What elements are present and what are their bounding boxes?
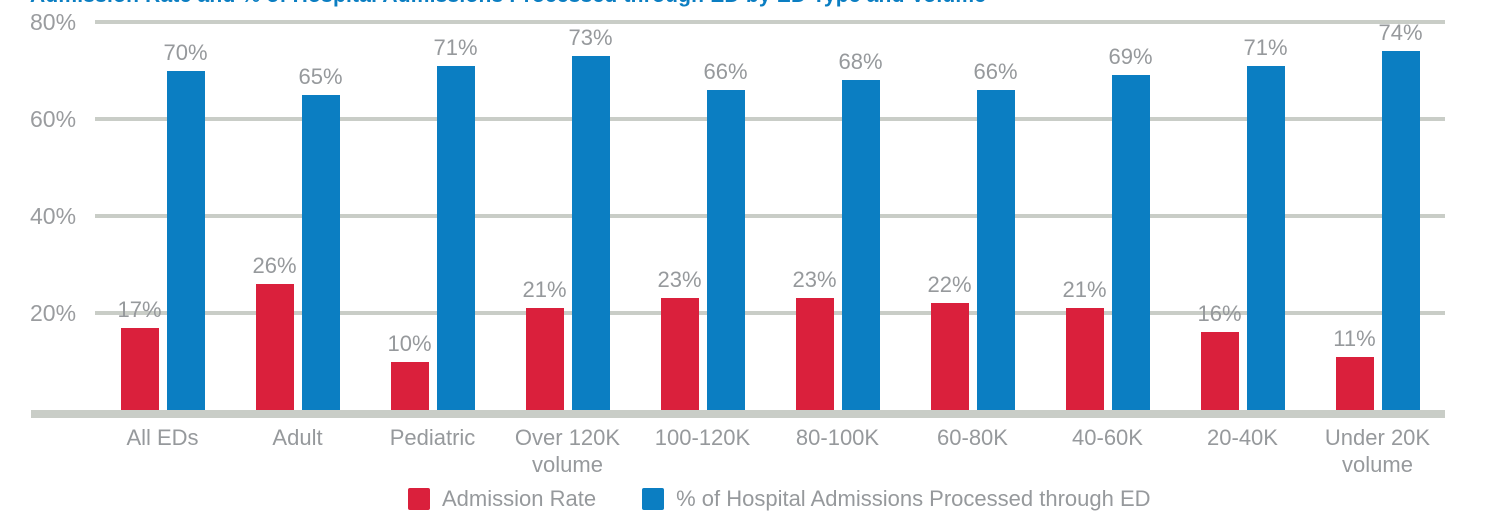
bar-group: 11% 74% (1310, 20, 1445, 410)
bar: 23% (657, 267, 702, 410)
gridline-60 (95, 117, 1445, 121)
legend: Admission Rate % of Hospital Admissions P… (408, 486, 1151, 512)
x-category-label: Under 20K volume (1324, 425, 1431, 477)
bar: 23% (792, 267, 837, 410)
bar: 71% (433, 35, 478, 410)
bar-group: 21% 69% (1040, 20, 1175, 410)
bar-group: 23% 66% (635, 20, 770, 410)
value-label: 22% (927, 272, 972, 298)
x-category-label: Over 120K volume (514, 425, 621, 477)
x-category-label: 40-60K (1072, 425, 1143, 450)
value-label: 21% (522, 277, 567, 303)
bar-group: 22% 66% (905, 20, 1040, 410)
y-tick-label: 80% (30, 9, 77, 35)
x-category-label: 80-100K (795, 425, 880, 450)
bar-group: 16% 71% (1175, 20, 1310, 410)
value-label: 11% (1333, 325, 1376, 351)
x-category-label: 100-120K (654, 425, 751, 450)
bar: 10% (387, 331, 432, 410)
bar: 66% (973, 59, 1018, 410)
bar: 26% (252, 253, 297, 410)
bar: 71% (1243, 35, 1288, 410)
legend-label: % of Hospital Admissions Processed throu… (676, 486, 1151, 511)
bar: 70% (163, 40, 208, 410)
bar: 11% (1333, 326, 1376, 410)
bar: 16% (1197, 301, 1242, 410)
x-category-label: Adult (272, 425, 323, 450)
clipped-title: Admission Rate and % of Hospital Admissi… (30, 0, 990, 7)
value-label: 69% (1108, 44, 1153, 70)
gridline-40 (95, 214, 1445, 218)
value-label: 16% (1197, 301, 1242, 327)
legend-item: % of Hospital Admissions Processed throu… (642, 486, 1151, 512)
bar: 21% (1062, 277, 1107, 410)
bar: 73% (568, 25, 613, 410)
value-label: 23% (792, 267, 837, 293)
value-label: 74% (1378, 20, 1423, 46)
category-labels: All EDs Adult Pediatric Over 120K volume 100… (95, 424, 1445, 478)
bar: 68% (838, 49, 883, 410)
legend-label: Admission Rate (442, 486, 597, 511)
y-tick-label: 40% (30, 203, 77, 229)
gridline-80 (95, 20, 1445, 24)
clipped-title-text: Admission Rate and % of Hospital Admissi… (30, 0, 990, 6)
gridline-20 (95, 311, 1445, 315)
bar: 22% (927, 272, 972, 410)
value-label: 71% (433, 34, 478, 60)
bar-group: 21% 73% (500, 20, 635, 410)
x-category-label: Pediatric (389, 425, 476, 450)
value-label: 23% (657, 267, 702, 293)
value-label: 26% (252, 252, 297, 278)
bar: 65% (298, 64, 343, 410)
y-tick-label: 20% (30, 300, 77, 326)
bar-group: 23% 68% (770, 20, 905, 410)
legend-item: Admission Rate (408, 486, 596, 512)
legend-swatch-icon (408, 488, 430, 510)
bar: 74% (1378, 20, 1423, 410)
value-label: 21% (1062, 277, 1107, 303)
bar-groups: 17% 70% 26% 65% 10% 71% 21% 73% 23% 66% 23% 68% 22% 6… (95, 20, 1445, 410)
bar-group: 26% 65% (230, 20, 365, 410)
x-category-label: 60-80K (937, 425, 1008, 450)
value-label: 71% (1243, 34, 1288, 60)
bar: 66% (703, 59, 748, 410)
value-label: 10% (387, 330, 432, 356)
x-category-label: All EDs (126, 425, 199, 450)
value-label: 66% (973, 58, 1018, 84)
value-label: 73% (568, 24, 613, 50)
bar: 17% (117, 297, 162, 410)
bar: 69% (1108, 44, 1153, 410)
x-category-label: 20-40K (1207, 425, 1278, 450)
y-tick-label: 60% (30, 106, 77, 132)
legend-swatch-icon (642, 488, 665, 510)
value-label: 70% (163, 39, 208, 65)
value-label: 66% (703, 58, 748, 84)
plot-area: 17% 70% 26% 65% 10% 71% 21% 73% 23% 66% 23% 68% 22% 6… (95, 20, 1445, 410)
bar-group: 10% 71% (365, 20, 500, 410)
bar-group: 17% 70% (95, 20, 230, 410)
x-axis-baseline (31, 410, 1445, 418)
bar: 21% (522, 277, 567, 410)
value-label: 68% (838, 49, 883, 75)
value-label: 65% (298, 63, 343, 89)
value-label: 17% (117, 296, 162, 322)
